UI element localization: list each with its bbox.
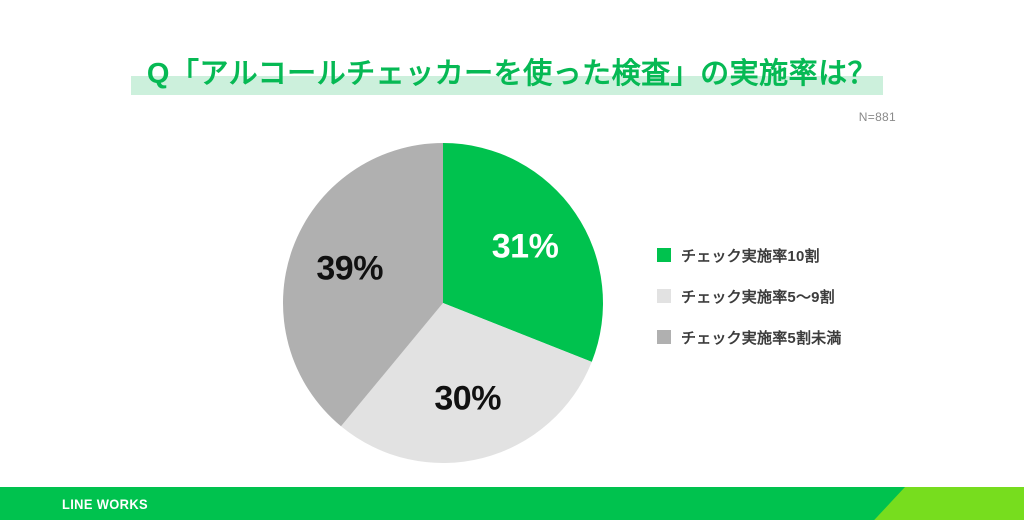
pie-slice — [283, 143, 443, 427]
legend-item-label: チェック実施率5割未満 — [681, 329, 842, 347]
legend-item[interactable]: チェック実施率10割 — [657, 243, 917, 267]
line-works-logo: LINE WORKS — [62, 496, 148, 512]
footer-bar-primary — [0, 487, 905, 520]
pie-slice-value-label: 31% — [491, 227, 559, 266]
pie-chart: 31% 30% 39% — [283, 143, 603, 463]
page-title: Q「アルコールチェッカーを使った検査」の実施率は？ — [146, 58, 878, 90]
pie-chart-svg — [283, 143, 603, 463]
legend-item-label: チェック実施率10割 — [681, 247, 820, 265]
pie-slice-value-label: 30% — [434, 379, 501, 418]
legend-swatch-light-gray — [657, 289, 671, 303]
pie-slice-group — [283, 143, 603, 463]
title-highlight-band — [131, 76, 883, 95]
footer-bar: LINE WORKS — [0, 487, 1024, 520]
legend-item[interactable]: チェック実施率5〜9割 — [657, 284, 917, 308]
pie-slice — [443, 143, 603, 362]
legend-swatch-mid-gray — [657, 330, 671, 344]
legend-swatch-green — [657, 248, 671, 262]
legend-item-label: チェック実施率5〜9割 — [681, 288, 835, 306]
sample-size-label: N=881 — [858, 110, 896, 124]
pie-slice — [341, 303, 592, 463]
legend-item[interactable]: チェック実施率5割未満 — [657, 325, 917, 349]
chart-legend: チェック実施率10割 チェック実施率5〜9割 チェック実施率5割未満 — [657, 243, 917, 366]
title-block: Q「アルコールチェッカーを使った検査」の実施率は？ — [0, 52, 1024, 100]
pie-slice-value-label: 39% — [316, 249, 383, 288]
